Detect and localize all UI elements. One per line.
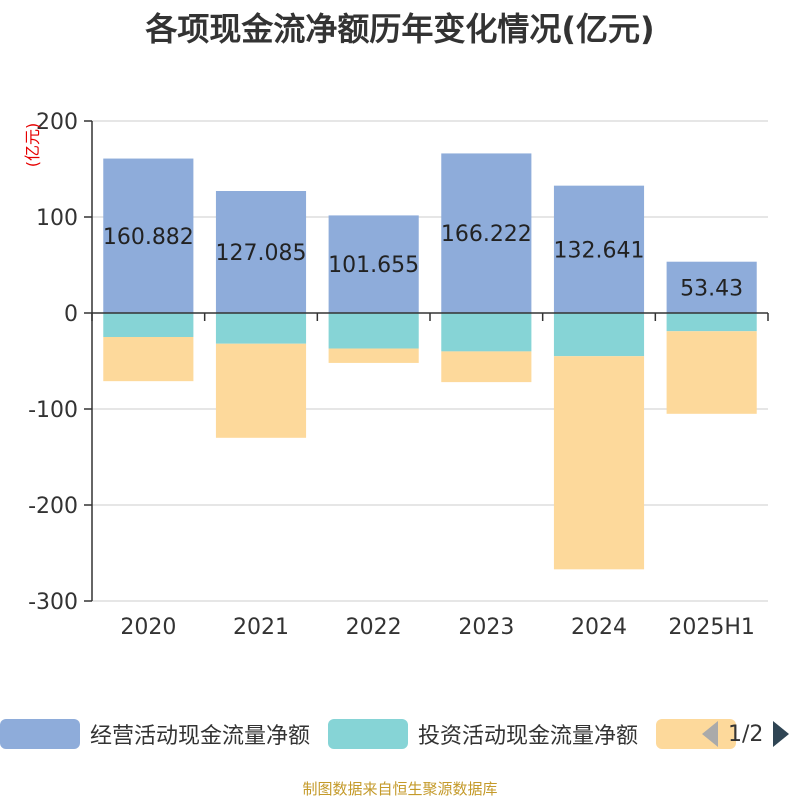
chart-title: 各项现金流净额历年变化情况(亿元)	[145, 10, 655, 48]
legend-item-operating[interactable]: 经营活动现金流量净额	[0, 718, 310, 750]
bar-series1-2025H1	[666, 261, 757, 313]
data-label-2020: 160.882	[103, 225, 194, 250]
y-tick-label: 0	[64, 302, 78, 327]
x-tick-label: 2022	[346, 615, 402, 640]
x-tick-label: 2023	[458, 615, 514, 640]
next-page-icon[interactable]	[771, 719, 791, 749]
legend-label-operating: 经营活动现金流量净额	[90, 724, 311, 749]
bar-series3-2021	[215, 343, 307, 438]
bar-series1-2021	[215, 190, 307, 313]
x-tick-label: 2021	[233, 615, 289, 640]
legend-swatch-investing	[328, 719, 409, 749]
data-label-2025H1: 53.43	[680, 276, 743, 301]
bar-series3-2024	[553, 356, 645, 570]
bar-series3-2020	[103, 337, 194, 382]
bar-series3-2022	[328, 348, 419, 363]
legend: 经营活动现金流量净额 投资活动现金流量净额	[0, 718, 764, 750]
bar-series3-2025H1	[666, 331, 757, 414]
data-label-2023: 166.222	[441, 222, 532, 247]
y-axis-label: (亿元)	[23, 123, 42, 168]
legend-item-investing[interactable]: 投资活动现金流量净额	[328, 718, 638, 750]
y-tick-label: -200	[28, 494, 78, 519]
bar-series1-2024	[553, 185, 645, 313]
legend-label-investing: 投资活动现金流量净额	[418, 724, 639, 749]
y-tick-label: -300	[28, 590, 78, 615]
bar-series1-2022	[328, 215, 419, 313]
x-tick-label: 2020	[120, 615, 176, 640]
legend-swatch-operating	[0, 719, 80, 749]
bar-series2-2023	[441, 313, 532, 352]
data-label-2021: 127.085	[216, 241, 307, 266]
bar-series2-2024	[553, 313, 645, 357]
y-tick-label: -100	[28, 398, 78, 423]
bar-series1-2020	[103, 158, 194, 313]
data-label-2024: 132.641	[554, 238, 645, 263]
pager-text: 1/2	[728, 721, 764, 747]
data-label-2022: 101.655	[328, 253, 419, 278]
prev-page-icon[interactable]	[700, 719, 720, 749]
legend-pager: 1/2	[700, 718, 791, 750]
bar-series2-2025H1	[666, 313, 757, 332]
bar-series3-2023	[441, 351, 532, 383]
y-tick-label: 100	[36, 206, 78, 231]
bar-series2-2021	[215, 313, 307, 344]
bar-series2-2022	[328, 313, 419, 349]
x-tick-label: 2025H1	[668, 615, 755, 640]
source-footer: 制图数据来自恒生聚源数据库	[302, 780, 498, 798]
bar-series2-2020	[103, 313, 194, 337]
x-tick-label: 2024	[571, 615, 627, 640]
legend-swatch-third	[656, 719, 737, 749]
bar-chart: 200 100 0 -100 -200 -300 (亿元) 160.882 127.085 101…	[23, 110, 769, 640]
bar-series1-2023	[441, 153, 532, 313]
legend-item-third[interactable]	[656, 719, 746, 749]
y-tick-label: 200	[36, 110, 78, 135]
